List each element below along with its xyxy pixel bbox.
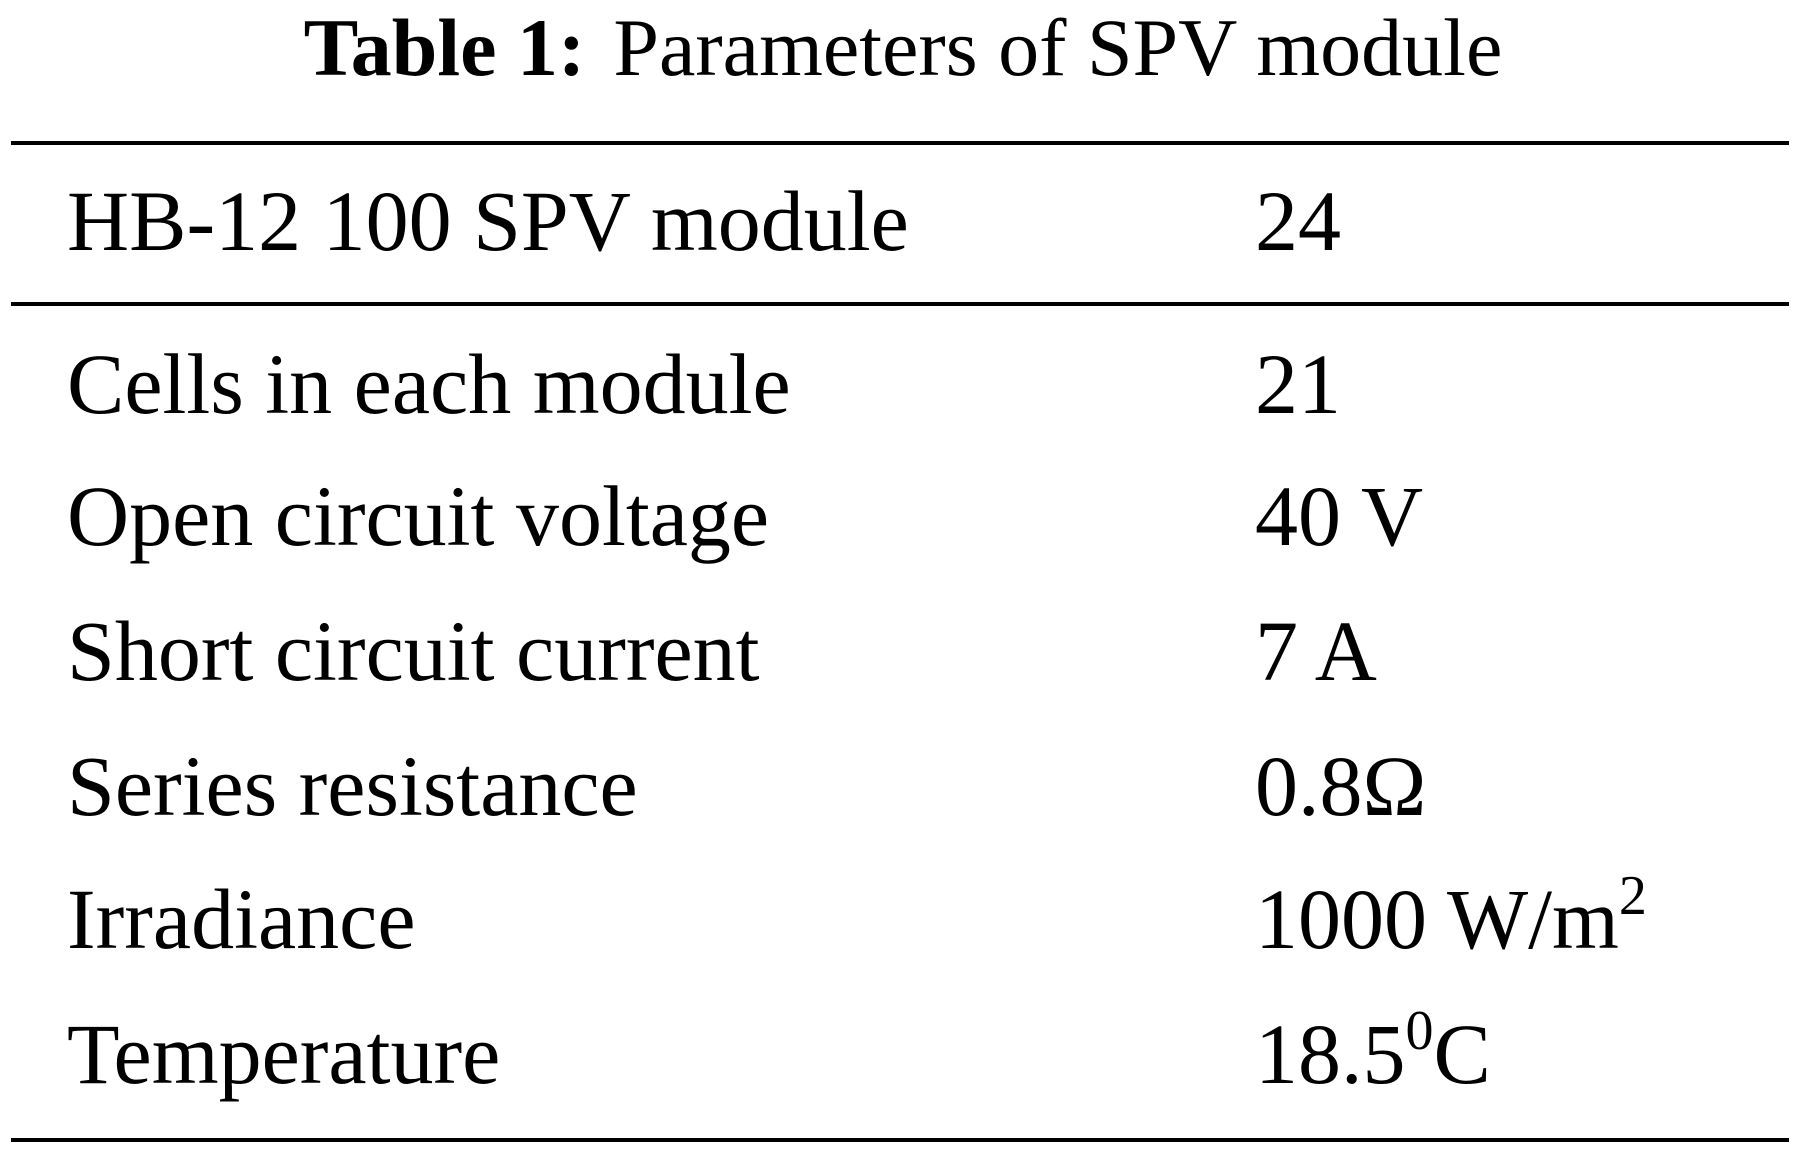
- caption-text: Parameters of SPV module: [613, 2, 1502, 93]
- row-label: Irradiance: [67, 871, 416, 967]
- row-label: Temperature: [67, 1006, 500, 1102]
- value-sup: 0: [1406, 1000, 1434, 1062]
- row-value: 40 V: [1255, 468, 1423, 564]
- row-label: Series resistance: [67, 738, 638, 834]
- value-text: 18.5: [1255, 1006, 1406, 1102]
- value-text: 0.8Ω: [1255, 738, 1426, 834]
- row-label: Short circuit current: [67, 603, 760, 699]
- value-text: 40 V: [1255, 468, 1423, 564]
- header-cell: HB-12 100 SPV module: [67, 173, 909, 269]
- row-value: 21: [1255, 336, 1341, 432]
- row-value: 18.50C: [1255, 1000, 1491, 1102]
- row-label: Open circuit voltage: [67, 468, 769, 564]
- value-sup: 2: [1619, 865, 1647, 927]
- row-value: 0.8Ω: [1255, 738, 1426, 834]
- value-tail: C: [1434, 1006, 1491, 1102]
- row-value: 1000 W/m2: [1255, 865, 1647, 967]
- caption-label: Table 1:: [304, 2, 586, 93]
- row-value: 7 A: [1255, 603, 1377, 699]
- value-text: 7 A: [1255, 603, 1377, 699]
- value-text: 21: [1255, 336, 1341, 432]
- caption: Table 1: Parameters of SPV module: [304, 2, 1503, 93]
- value-text: 1000 W/m: [1255, 871, 1619, 967]
- header-cell: 24: [1255, 173, 1341, 269]
- row-label: Cells in each module: [67, 336, 791, 432]
